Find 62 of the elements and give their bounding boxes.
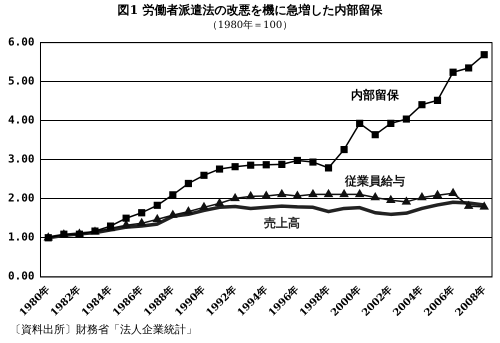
point [215,198,224,206]
point [168,210,178,218]
point [122,220,130,228]
point [450,68,457,76]
point [434,96,442,104]
point [169,191,176,198]
y-tick-label: 0.00 [8,270,34,283]
point [278,190,286,198]
series-label: 内部留保 [351,88,400,102]
point [372,131,379,138]
point [402,197,411,205]
point [418,101,426,108]
y-tick-label: 1.00 [8,230,34,244]
point [309,158,317,166]
point [387,120,394,127]
chart-subtitle: （1980年＝100） [206,19,294,32]
y-tick-label: 3.00 [8,152,34,166]
point [464,201,473,209]
point [402,116,410,123]
y-tick-label: 4.00 [8,114,34,127]
point [122,214,130,222]
point [308,190,318,198]
point [262,161,270,168]
series-label: 売上高 [264,216,300,230]
point [340,146,348,154]
y-tick-label: 2.00 [8,192,34,205]
point [200,172,208,179]
point [153,214,162,222]
point [137,218,146,226]
point [324,164,332,172]
point [418,192,426,200]
point [356,120,364,127]
point [247,162,254,169]
point [465,64,472,72]
point [448,188,458,196]
series-label: 従業員給与 [344,174,406,188]
point [294,156,301,164]
y-tick-label: 6.00 [8,35,34,48]
point [184,180,192,188]
y-tick-label: 5.00 [8,74,34,88]
text: 〔資料出所〕財務省「法人企業統計」 [10,322,197,337]
point [216,165,224,173]
point [355,190,364,198]
point [76,230,83,238]
point [340,190,348,198]
point [278,160,286,168]
point [480,51,488,58]
point [386,196,396,204]
point [262,191,270,199]
point [154,202,161,209]
point [293,191,302,199]
point [200,202,208,210]
point [246,192,255,200]
chart-title: 図1 労働者派遣法の改悪を機に急増した内部留保 [116,2,384,19]
point [138,209,146,216]
point [480,202,488,210]
point [433,190,442,198]
point [184,206,193,214]
point [371,192,380,200]
point [324,190,333,198]
point [232,163,239,170]
point [230,194,240,202]
